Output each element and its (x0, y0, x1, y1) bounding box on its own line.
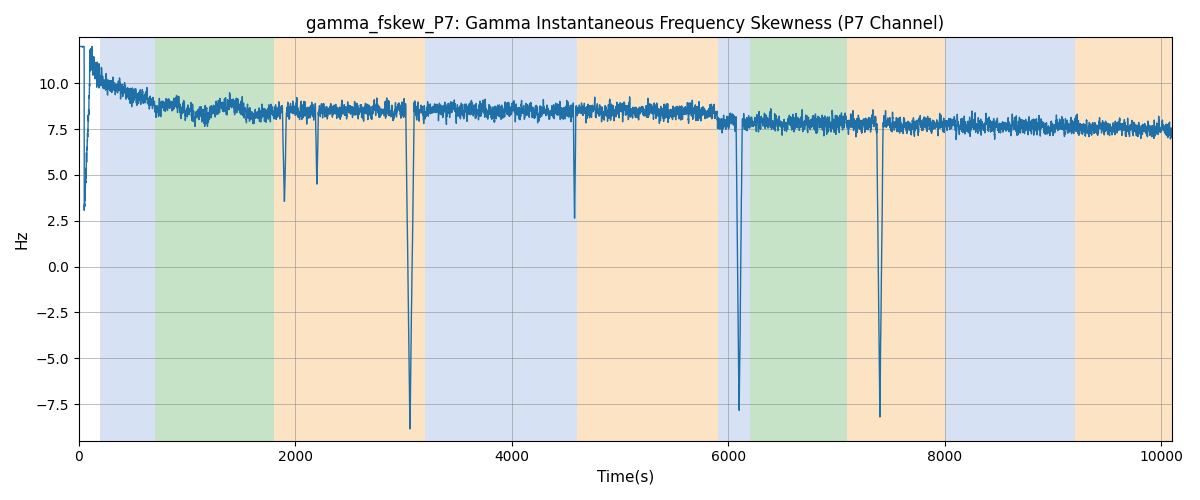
Bar (750, 38, 847, 440)
X-axis label: Time(s): Time(s) (596, 470, 654, 485)
Bar (577, 38, 718, 440)
Bar (101, 38, 155, 440)
Bar (425, 38, 577, 440)
Bar (274, 38, 425, 440)
Bar (718, 38, 750, 440)
Bar (1075, 38, 1172, 440)
Y-axis label: Hz: Hz (14, 230, 30, 249)
Bar (944, 38, 1075, 440)
Bar (155, 38, 274, 440)
Bar (847, 38, 944, 440)
Title: gamma_fskew_P7: Gamma Instantaneous Frequency Skewness (P7 Channel): gamma_fskew_P7: Gamma Instantaneous Freq… (306, 15, 944, 34)
